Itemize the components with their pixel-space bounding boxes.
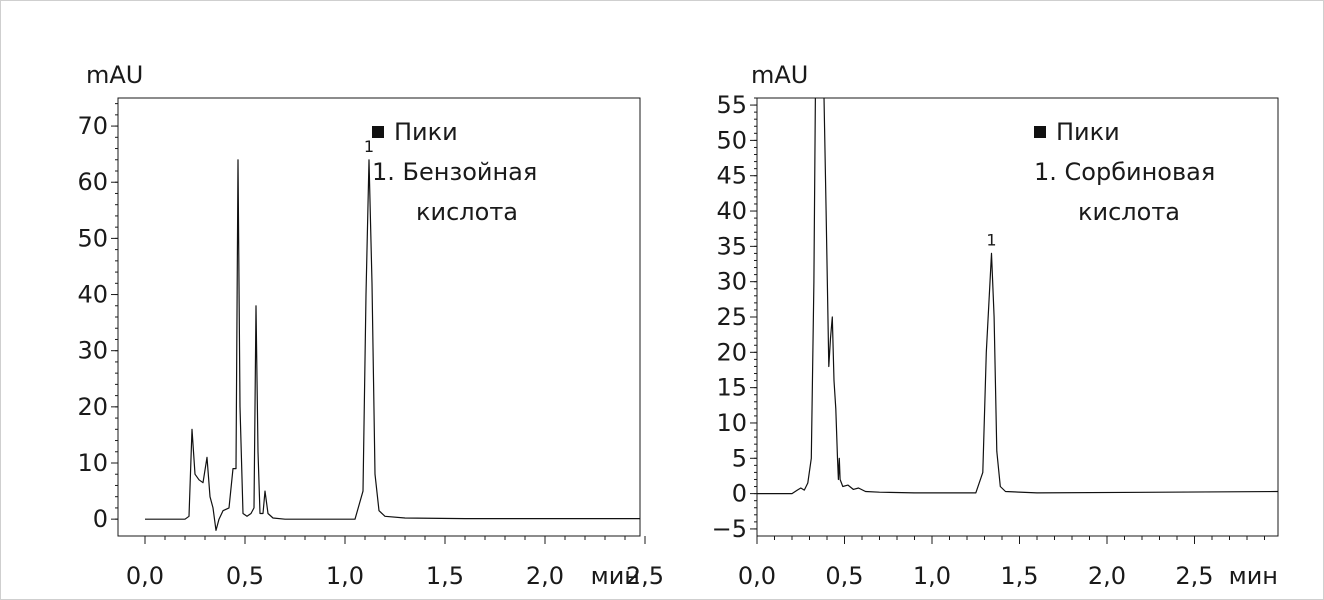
legend-item-line1: 1. Бензойная [372, 158, 537, 186]
x-tick-label: 1,0 [913, 562, 951, 590]
legend-item-line1: 1. Сорбиновая [1034, 158, 1215, 186]
y-tick-label: 25 [716, 303, 747, 331]
y-tick-label: 70 [77, 112, 108, 140]
y-tick-label: 5 [732, 444, 747, 472]
y-tick-label: 20 [716, 338, 747, 366]
y-tick-label: 30 [77, 337, 108, 365]
y-tick-label: 20 [77, 393, 108, 421]
x-tick-label: 0,5 [825, 562, 863, 590]
legend-square-marker [1034, 126, 1046, 138]
legend-item-line2: кислота [1078, 198, 1180, 226]
x-tick-label: 0,0 [738, 562, 776, 590]
x-tick-label: 2,5 [626, 562, 664, 590]
y-tick-label: 10 [716, 409, 747, 437]
legend-title: Пики [1056, 118, 1120, 146]
x-tick-label: 2,5 [1175, 562, 1213, 590]
chart-panel-2: mAU −5 0 5 10 15 20 25 30 35 40 45 50 55 0,0 0,5 1,0 1,5 2… [712, 61, 1279, 590]
legend-title: Пики [394, 118, 458, 146]
y-tick-label: −5 [712, 515, 747, 543]
y-axis-title: mAU [751, 61, 808, 89]
peak-label: 1 [364, 137, 374, 156]
y-tick-label: 45 [716, 162, 747, 190]
x-axis-unit: мин [591, 562, 640, 590]
y-tick-label: 40 [716, 197, 747, 225]
y-tick-label: 15 [716, 374, 747, 402]
y-tick-label: 60 [77, 168, 108, 196]
y-tick-label: 35 [716, 232, 747, 260]
x-tick-label: 2,0 [1088, 562, 1126, 590]
legend-item-line2: кислота [416, 198, 518, 226]
legend: Пики 1. Бензойная кислота [372, 118, 537, 226]
x-tick-label: 0,0 [126, 562, 164, 590]
x-tick-label: 1,5 [426, 562, 464, 590]
y-tick-label: 55 [716, 91, 747, 119]
x-tick-label: 1,0 [326, 562, 364, 590]
y-tick-label: 40 [77, 281, 108, 309]
y-tick-label: 10 [77, 449, 108, 477]
x-tick-label: 2,0 [526, 562, 564, 590]
y-axis-title: mAU [86, 61, 143, 89]
chromatogram-trace [145, 159, 640, 531]
legend-square-marker [372, 126, 384, 138]
y-tick-label: 50 [716, 126, 747, 154]
y-tick-label: 50 [77, 224, 108, 252]
x-tick-label: 0,5 [226, 562, 264, 590]
y-tick-label: 0 [93, 505, 108, 533]
x-tick-label: 1,5 [1000, 562, 1038, 590]
legend: Пики 1. Сорбиновая кислота [1034, 118, 1215, 226]
x-axis-unit: мин [1229, 562, 1278, 590]
chromatogram-trace [757, 98, 1278, 495]
y-tick-label: 0 [732, 480, 747, 508]
y-tick-label: 30 [716, 268, 747, 296]
peak-label: 1 [986, 230, 996, 249]
